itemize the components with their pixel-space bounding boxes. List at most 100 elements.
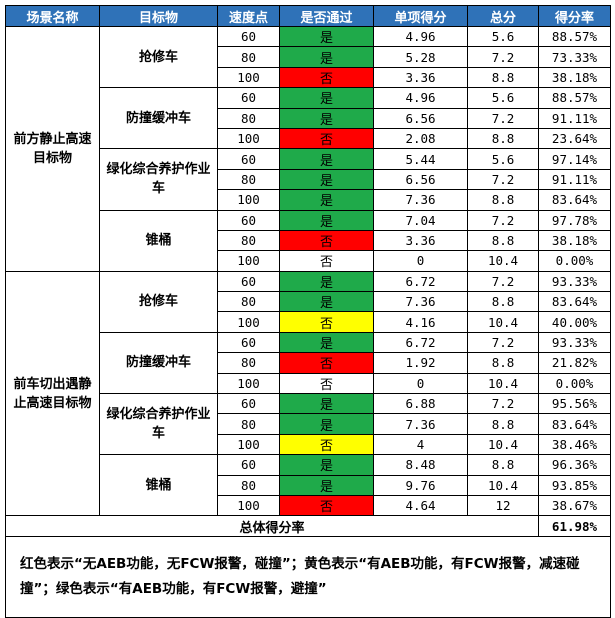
header-scene: 场景名称 (5, 5, 100, 27)
item-score-cell: 4.64 (373, 494, 468, 517)
score-table: 场景名称 目标物 速度点 是否通过 单项得分 总分 得分率 前方静止高速目标物抢… (5, 5, 611, 618)
overall-label: 总体得分率 (5, 515, 539, 538)
table-row: 100 否 0 10.4 0.00% (6, 250, 611, 272)
total-score-cell: 8.8 (467, 66, 539, 89)
table-body: 前方静止高速目标物 抢修车 60 是 4.96 5.6 88.57% 80 是 5.28 7.2 73… (5, 25, 611, 618)
item-score-cell: 6.56 (373, 107, 468, 129)
item-score-cell: 6.56 (373, 168, 468, 191)
speed-cell: 80 (217, 291, 280, 313)
target-name-cell: 防撞缓冲车 (99, 331, 218, 395)
score-rate-cell: 83.64% (538, 189, 611, 211)
pass-status-cell: 是 (279, 25, 374, 48)
item-score-cell: 4.16 (373, 311, 468, 333)
speed-cell: 60 (217, 393, 280, 415)
speed-cell: 100 (217, 433, 280, 456)
pass-status-cell: 是 (279, 413, 374, 435)
speed-cell: 60 (217, 454, 280, 476)
target-name-cell: 锥桶 (99, 454, 218, 517)
speed-cell: 60 (217, 87, 280, 109)
target-name-cell: 绿化综合养护作业车 (99, 148, 218, 211)
pass-status-cell: 是 (279, 168, 374, 191)
target-name-cell: 防撞缓冲车 (99, 87, 218, 150)
item-score-cell: 2.08 (373, 127, 468, 150)
table-row: 防撞缓冲车 60 是 6.72 7.2 93.33% (6, 331, 611, 395)
pass-status-cell: 否 (279, 127, 374, 150)
table-row: 100 否 2.08 8.8 23.64% (6, 127, 611, 150)
table-row: 80 否 1.92 8.8 21.82% (6, 352, 611, 374)
table-row: 80 是 6.56 7.2 91.11% (6, 107, 611, 129)
score-rate-cell: 23.64% (538, 127, 611, 150)
pass-status-cell: 否 (279, 66, 374, 89)
score-rate-cell: 83.64% (538, 291, 611, 313)
total-score-cell: 8.8 (467, 413, 539, 435)
pass-status-cell: 是 (279, 291, 374, 313)
pass-status-cell: 是 (279, 454, 374, 476)
item-score-cell: 5.44 (373, 148, 468, 170)
pass-status-cell: 否 (279, 311, 374, 333)
scene-name-cell: 前车切出遇静止高速目标物 (5, 270, 100, 517)
score-rate-cell: 38.18% (538, 66, 611, 89)
item-score-cell: 9.76 (373, 474, 468, 496)
speed-cell: 100 (217, 250, 280, 272)
pass-status-cell: 是 (279, 393, 374, 415)
overall-value: 61.98% (538, 515, 611, 538)
header-row: 场景名称 目标物 速度点 是否通过 单项得分 总分 得分率 (5, 5, 611, 27)
table-row: 80 是 9.76 10.4 93.85% (6, 474, 611, 496)
speed-cell: 100 (217, 311, 280, 333)
total-score-cell: 7.2 (467, 107, 539, 129)
score-rate-cell: 96.36% (538, 454, 611, 476)
header-total: 总分 (467, 5, 539, 27)
scene-name-cell: 前方静止高速目标物 (5, 26, 100, 272)
total-score-cell: 8.8 (467, 454, 539, 476)
overall-row: 总体得分率 61.98% (5, 515, 611, 538)
item-score-cell: 7.36 (373, 189, 468, 211)
score-rate-cell: 38.67% (538, 494, 611, 517)
speed-cell: 60 (217, 209, 280, 231)
item-score-cell: 8.48 (373, 454, 468, 476)
score-rate-cell: 88.57% (538, 25, 611, 48)
score-rate-cell: 0.00% (538, 372, 611, 395)
speed-cell: 100 (217, 127, 280, 150)
item-score-cell: 4 (373, 433, 468, 456)
score-rate-cell: 97.14% (538, 148, 611, 170)
speed-cell: 100 (217, 372, 280, 395)
item-score-cell: 7.36 (373, 413, 468, 435)
table-row: 100 否 3.36 8.8 38.18% (6, 66, 611, 89)
table-row: 绿化综合养护作业车 60 是 6.88 7.2 95.56% (6, 393, 611, 456)
pass-status-cell: 是 (279, 331, 374, 354)
score-rate-cell: 38.46% (538, 433, 611, 456)
speed-cell: 80 (217, 229, 280, 252)
table-row: 80 是 5.28 7.2 73.33% (6, 46, 611, 68)
score-rate-cell: 95.56% (538, 393, 611, 415)
table-row: 前方静止高速目标物 抢修车 60 是 4.96 5.6 88.57% (5, 25, 611, 272)
speed-cell: 80 (217, 413, 280, 435)
score-rate-cell: 93.33% (538, 331, 611, 354)
item-score-cell: 6.88 (373, 393, 468, 415)
color-legend-note: 红色表示“无AEB功能，无FCW报警，碰撞”；黄色表示“有AEB功能，有FCW报… (5, 536, 611, 618)
item-score-cell: 6.72 (373, 270, 468, 293)
speed-cell: 80 (217, 352, 280, 374)
item-score-cell: 7.36 (373, 291, 468, 313)
total-score-cell: 7.2 (467, 331, 539, 354)
table-row: 80 是 7.36 8.8 83.64% (6, 413, 611, 435)
score-rate-cell: 21.82% (538, 352, 611, 374)
total-score-cell: 8.8 (467, 189, 539, 211)
total-score-cell: 10.4 (467, 433, 539, 456)
pass-status-cell: 是 (279, 270, 374, 293)
pass-status-cell: 否 (279, 250, 374, 272)
total-score-cell: 10.4 (467, 311, 539, 333)
item-score-cell: 4.96 (373, 25, 468, 48)
total-score-cell: 7.2 (467, 393, 539, 415)
total-score-cell: 5.6 (467, 148, 539, 170)
speed-cell: 60 (217, 270, 280, 293)
table-row: 100 否 4.64 12 38.67% (6, 494, 611, 517)
pass-status-cell: 是 (279, 46, 374, 68)
item-score-cell: 0 (373, 250, 468, 272)
table-row: 100 否 4.16 10.4 40.00% (6, 311, 611, 333)
total-score-cell: 7.2 (467, 270, 539, 293)
total-score-cell: 7.2 (467, 46, 539, 68)
speed-cell: 60 (217, 331, 280, 354)
total-score-cell: 5.6 (467, 25, 539, 48)
pass-status-cell: 否 (279, 494, 374, 517)
pass-status-cell: 否 (279, 372, 374, 395)
